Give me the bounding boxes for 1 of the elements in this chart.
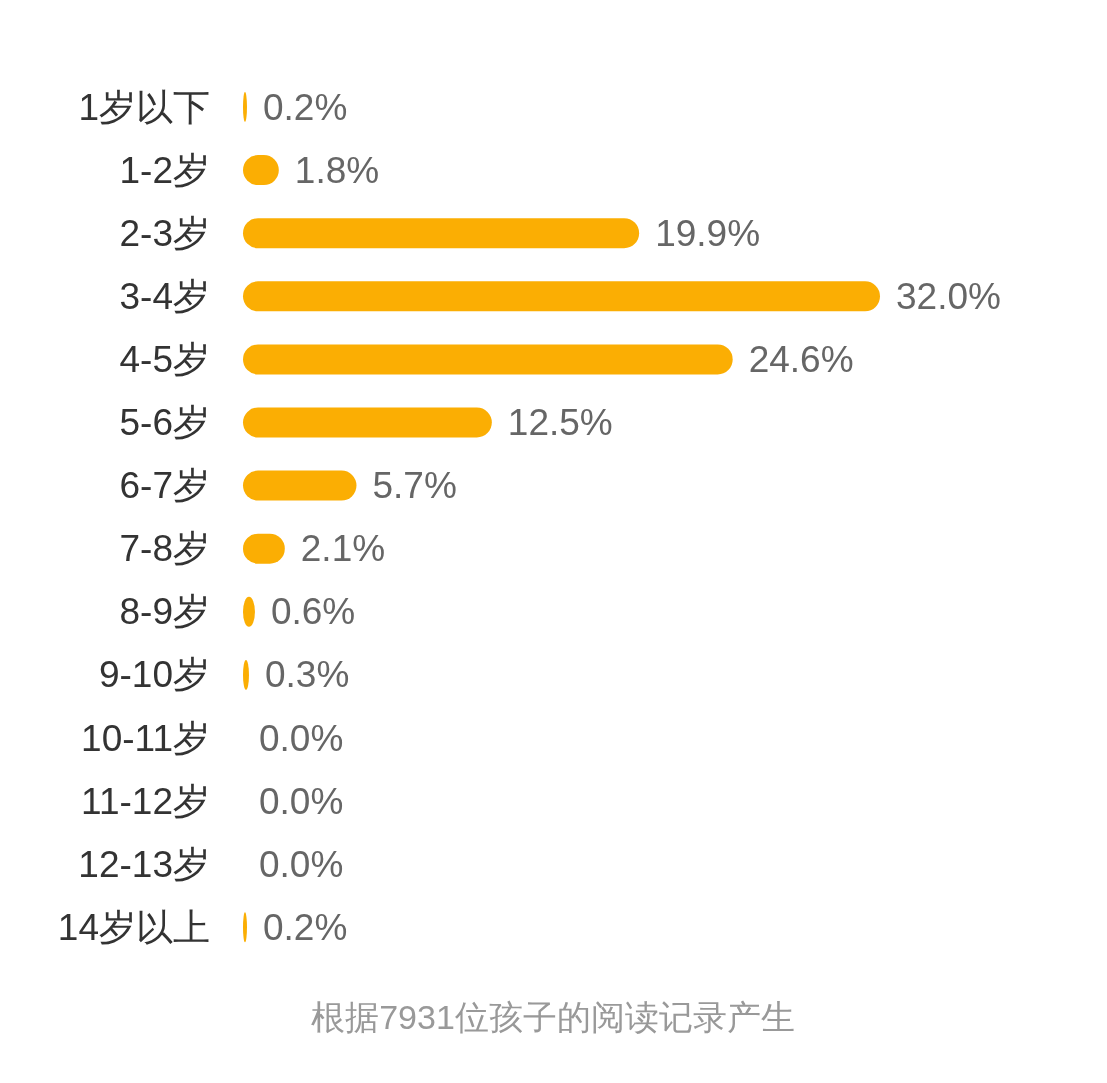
annotation: 根据7931位孩子的阅读记录产生	[311, 998, 795, 1036]
